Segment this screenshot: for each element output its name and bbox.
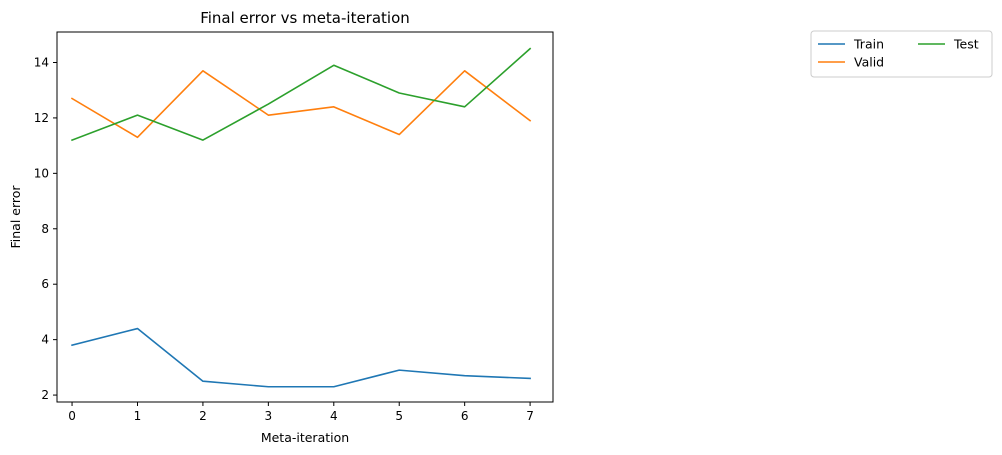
- plot-area: [56, 31, 554, 403]
- y-tick-label: 14: [34, 55, 49, 69]
- series-layer: [70, 47, 532, 388]
- x-tick-label: 5: [395, 409, 403, 423]
- series-line-train: [71, 327, 531, 388]
- x-tick-label: 6: [461, 409, 469, 423]
- legend-label-train: Train: [853, 37, 884, 52]
- y-tick-label: 12: [34, 111, 49, 125]
- y-axis: 2 4 6 8 10 12 14: [34, 55, 57, 402]
- series-line-valid: [70, 70, 532, 139]
- x-axis-label: Meta-iteration: [261, 430, 349, 445]
- legend-label-test: Test: [953, 37, 979, 52]
- y-axis-label: Final error: [8, 185, 23, 249]
- x-tick-label: 0: [68, 409, 76, 423]
- legend-label-valid: Valid: [854, 55, 884, 70]
- x-tick-label: 7: [526, 409, 534, 423]
- x-tick-label: 1: [134, 409, 142, 423]
- x-tick-label: 2: [199, 409, 207, 423]
- chart-title: Final error vs meta-iteration: [200, 9, 410, 27]
- y-tick-label: 8: [41, 222, 49, 236]
- y-tick-label: 10: [34, 166, 49, 180]
- x-tick-label: 3: [265, 409, 273, 423]
- series-line-test: [71, 47, 532, 142]
- legend: Train Valid Test: [810, 30, 993, 78]
- axes-frame: [56, 31, 554, 403]
- y-tick-label: 2: [41, 388, 49, 402]
- x-tick-label: 4: [330, 409, 338, 423]
- legend-frame: [810, 30, 993, 78]
- y-tick-label: 6: [41, 277, 49, 291]
- legend-items: Train Valid Test: [818, 37, 979, 70]
- x-axis: 0 1 2 3 4 5 6 7: [68, 402, 534, 423]
- y-tick-label: 4: [41, 333, 49, 347]
